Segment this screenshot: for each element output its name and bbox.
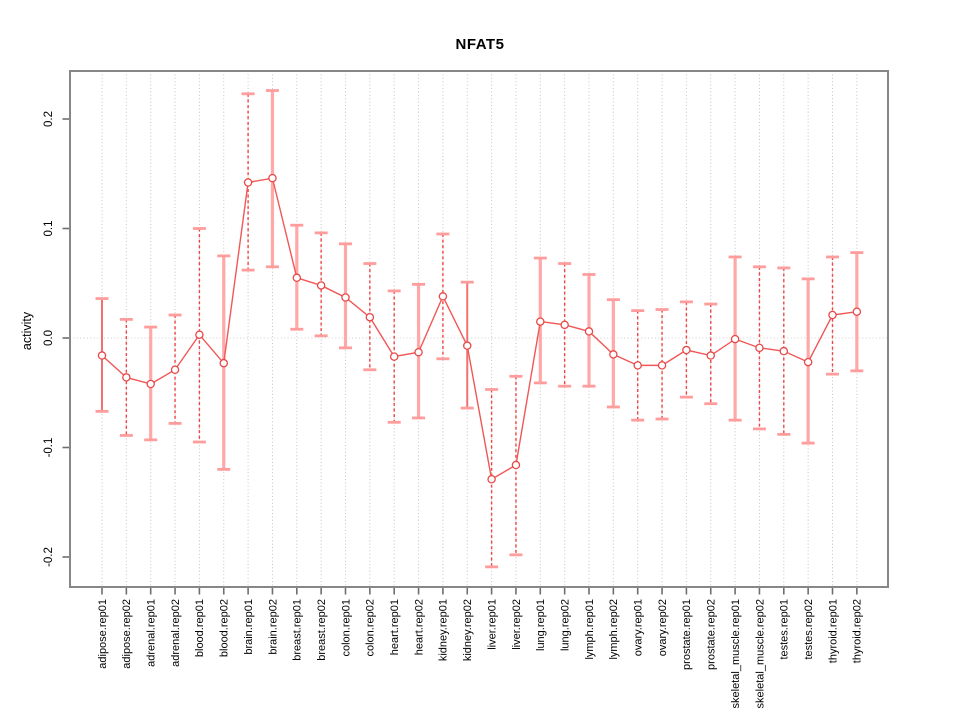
data-point [828, 310, 837, 320]
data-point [243, 178, 253, 187]
x-tick-label: liver.rep02 [511, 599, 523, 650]
x-tick-label: colon.rep02 [365, 599, 377, 657]
data-point [584, 327, 594, 336]
x-tick-label: lung.rep01 [535, 599, 547, 651]
data-point [414, 347, 423, 357]
x-tick-label: heart.rep01 [389, 599, 401, 655]
x-tick-label: skeletal_muscle.rep02 [754, 599, 766, 708]
x-tick-label: thyroid.rep01 [827, 599, 839, 663]
x-tick-label: testes.rep02 [803, 599, 815, 660]
series-line [101, 177, 857, 481]
data-point [755, 343, 764, 353]
x-tick-label: blood.rep02 [219, 599, 231, 657]
x-tick-label: brain.rep01 [243, 599, 255, 655]
x-tick-label: prostate.rep01 [681, 599, 693, 670]
data-point [365, 312, 375, 322]
x-tick-label: ovary.rep02 [657, 599, 669, 656]
data-point [97, 351, 107, 360]
y-tick-label: 0.2 [43, 111, 55, 127]
y-tick-label: -0.1 [43, 438, 55, 458]
data-point [195, 330, 204, 339]
data-point [852, 307, 862, 316]
x-tick-label: adipose.rep02 [121, 599, 133, 669]
data-point [682, 345, 691, 355]
x-tick-label: testes.rep01 [779, 599, 791, 660]
x-tick-label: kidney.rep02 [462, 599, 474, 661]
x-tick-label: colon.rep01 [340, 599, 352, 657]
data-point [268, 173, 277, 183]
data-point [730, 334, 740, 344]
data-point [219, 358, 228, 368]
x-tick-label: skeletal_muscle.rep01 [730, 599, 742, 708]
x-tick-label: adrenal.rep02 [170, 599, 182, 667]
data-point [633, 361, 642, 370]
data-point [536, 317, 545, 326]
y-tick-label: 0.0 [43, 330, 55, 346]
x-tick-label: brain.rep02 [267, 599, 279, 655]
x-tick-label: breast.rep01 [292, 599, 304, 661]
data-point [779, 346, 789, 356]
data-point [487, 475, 496, 484]
x-tick-label: blood.rep01 [194, 599, 206, 657]
data-point [560, 320, 569, 330]
data-point [146, 379, 155, 389]
x-tick-label: lymph.rep02 [608, 599, 620, 660]
x-tick-label: kidney.rep01 [438, 599, 450, 661]
data-point [706, 351, 716, 360]
y-tick-label: -0.2 [43, 547, 55, 567]
x-tick-label: ovary.rep01 [633, 599, 645, 656]
data-point [803, 357, 813, 367]
data-point [438, 292, 448, 301]
data-point [292, 273, 302, 283]
x-tick-label: thyroid.rep02 [852, 599, 864, 663]
x-tick-label: prostate.rep02 [706, 599, 718, 670]
data-point [341, 293, 350, 302]
data-point [511, 460, 521, 470]
x-tick-label: liver.rep01 [486, 599, 498, 650]
x-tick-label: breast.rep02 [316, 599, 328, 661]
data-point [170, 365, 180, 375]
chart-title: NFAT5 [455, 36, 505, 53]
plot-frame [69, 70, 889, 588]
data-point [462, 341, 472, 350]
x-tick-label: adipose.rep01 [97, 599, 109, 669]
data-point [389, 352, 399, 361]
x-tick-label: adrenal.rep01 [146, 599, 158, 667]
data-point [657, 361, 667, 370]
y-tick-label: 0.1 [43, 221, 55, 237]
data-point [609, 350, 618, 359]
x-tick-label: heart.rep02 [413, 599, 425, 655]
data-point [122, 373, 131, 382]
x-tick-label: lung.rep02 [560, 599, 572, 651]
data-point [316, 281, 326, 290]
x-tick-label: lymph.rep01 [584, 599, 596, 660]
